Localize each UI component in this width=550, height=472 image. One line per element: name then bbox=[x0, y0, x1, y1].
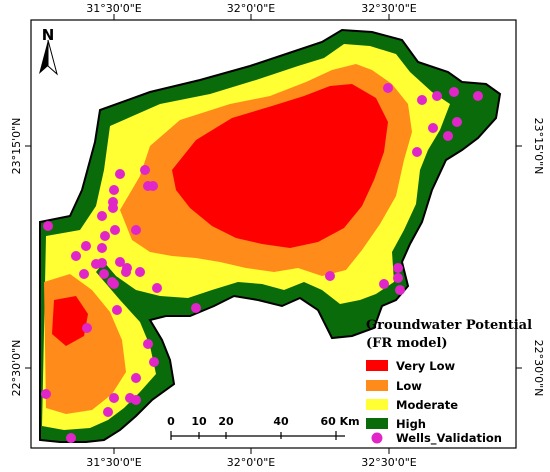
well-point bbox=[103, 407, 113, 417]
well-point bbox=[131, 225, 141, 235]
well-point bbox=[109, 393, 119, 403]
well-point bbox=[140, 165, 150, 175]
well-point bbox=[108, 203, 118, 213]
legend-swatch-very-low bbox=[366, 360, 388, 371]
legend-label-very-low: Very Low bbox=[396, 359, 455, 373]
well-point bbox=[191, 303, 201, 313]
well-point bbox=[131, 373, 141, 383]
tick-marks bbox=[25, 14, 522, 454]
well-point bbox=[412, 147, 422, 157]
well-point bbox=[452, 117, 462, 127]
legend-label-wells: Wells_Validation bbox=[396, 431, 502, 446]
well-point bbox=[135, 267, 145, 277]
legend-label-low: Low bbox=[396, 379, 422, 393]
bottom-tick-label-3: 32°30'0"E bbox=[361, 456, 417, 469]
well-point bbox=[383, 83, 393, 93]
well-point bbox=[473, 91, 483, 101]
well-point bbox=[325, 271, 335, 281]
scale-label-0: 0 bbox=[167, 415, 175, 428]
well-point bbox=[417, 95, 427, 105]
well-point bbox=[428, 123, 438, 133]
scale-label-10: 10 bbox=[191, 415, 207, 428]
well-point bbox=[97, 243, 107, 253]
legend-label-moderate: Moderate bbox=[396, 398, 458, 412]
well-point bbox=[66, 433, 76, 443]
well-point bbox=[143, 339, 153, 349]
well-point bbox=[71, 251, 81, 261]
scale-label-60-km: 60 Km bbox=[320, 415, 359, 428]
well-point bbox=[91, 259, 101, 269]
well-point bbox=[115, 169, 125, 179]
bottom-tick-label-1: 31°30'0"E bbox=[86, 456, 142, 469]
top-tick-label-1: 31°30'0"E bbox=[86, 2, 142, 15]
well-point bbox=[79, 269, 89, 279]
well-point bbox=[152, 283, 162, 293]
well-point bbox=[97, 211, 107, 221]
scale-label-40: 40 bbox=[273, 415, 289, 428]
legend-swatch-wells bbox=[371, 432, 383, 444]
well-point bbox=[41, 389, 51, 399]
well-point bbox=[393, 273, 403, 283]
well-point bbox=[379, 279, 389, 289]
well-point bbox=[43, 221, 53, 231]
well-point bbox=[395, 285, 405, 295]
left-tick-label-2: 22°30'0"N bbox=[10, 340, 23, 397]
well-point bbox=[121, 267, 131, 277]
well-point bbox=[82, 323, 92, 333]
scale-bar bbox=[170, 431, 345, 440]
north-arrow-icon bbox=[39, 39, 58, 76]
well-point bbox=[149, 357, 159, 367]
well-point bbox=[99, 269, 109, 279]
legend-title-line2: (FR model) bbox=[366, 336, 448, 351]
well-point bbox=[112, 305, 122, 315]
top-tick-label-3: 32°30'0"E bbox=[361, 2, 417, 15]
bottom-tick-label-2: 32°0'0"E bbox=[227, 456, 276, 469]
legend-title-line1: Groundwater Potential bbox=[366, 318, 532, 333]
left-tick-label-1: 23°15'0"N bbox=[10, 118, 23, 175]
well-point bbox=[110, 225, 120, 235]
legend-swatch-high bbox=[366, 418, 388, 429]
well-point bbox=[109, 279, 119, 289]
scale-label-20: 20 bbox=[218, 415, 234, 428]
right-tick-label-1: 23°15'0"N bbox=[532, 118, 545, 175]
well-point bbox=[432, 91, 442, 101]
well-point bbox=[115, 257, 125, 267]
well-point bbox=[100, 231, 110, 241]
well-point bbox=[393, 263, 403, 273]
well-point bbox=[449, 87, 459, 97]
north-label: N bbox=[42, 26, 55, 44]
well-point bbox=[443, 131, 453, 141]
well-point bbox=[109, 185, 119, 195]
right-tick-label-2: 22°30'0"N bbox=[532, 340, 545, 397]
well-point bbox=[148, 181, 158, 191]
legend-swatch-low bbox=[366, 380, 388, 391]
wells-layer bbox=[41, 83, 483, 443]
well-point bbox=[81, 241, 91, 251]
legend-label-high: High bbox=[396, 417, 426, 431]
top-tick-label-2: 32°0'0"E bbox=[227, 2, 276, 15]
legend-swatch-moderate bbox=[366, 399, 388, 410]
zone-very-low bbox=[52, 84, 388, 346]
well-point bbox=[131, 395, 141, 405]
